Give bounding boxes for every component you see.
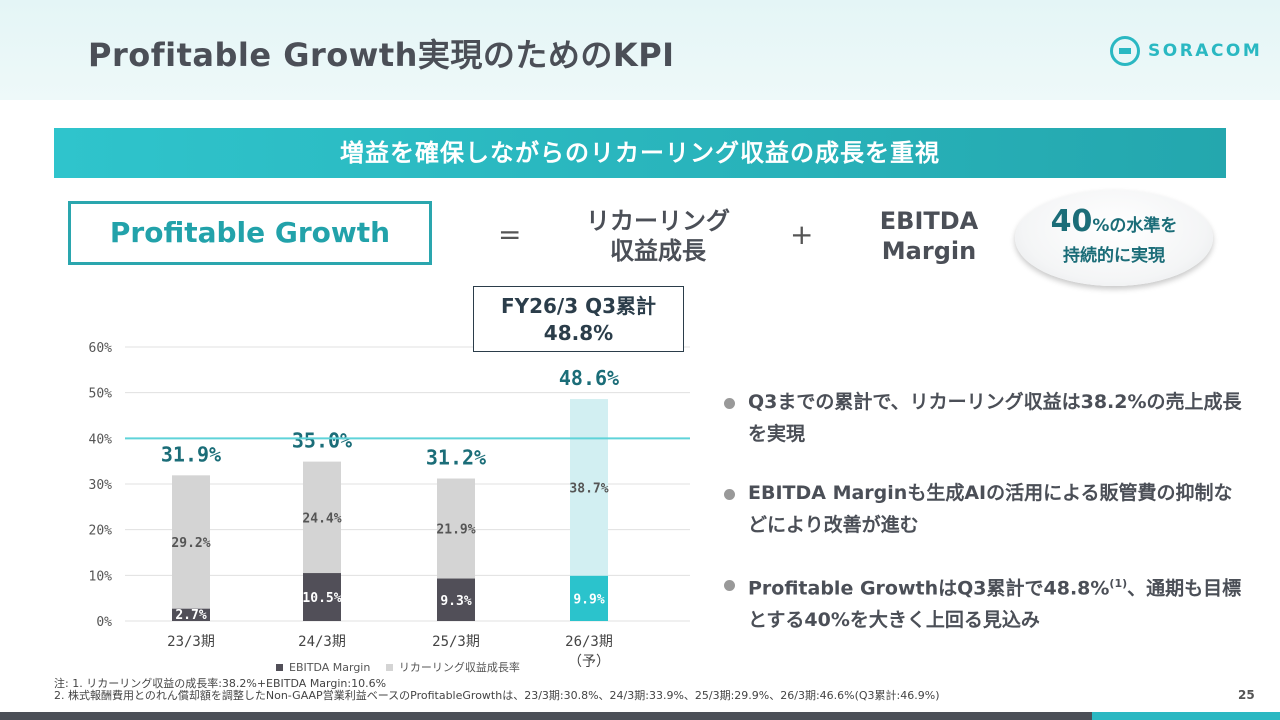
soracom-logo: SORACOM — [1110, 36, 1262, 66]
footnote-1: 注: 1. リカーリング収益の成長率:38.2%+EBITDA Margin:1… — [54, 677, 387, 690]
chart-legend: EBITDA Margin リカーリング収益成長率 — [276, 659, 532, 675]
bar-ebitda — [172, 608, 210, 621]
y-tick-label: 20% — [89, 524, 113, 539]
y-tick-label: 60% — [89, 341, 113, 356]
callout-line2: 48.8% — [543, 321, 614, 345]
plus-sign: + — [790, 218, 814, 251]
x-tick-label: 24/3期 — [298, 634, 346, 650]
legend-recurring: リカーリング収益成長率 — [385, 661, 526, 674]
soracom-logo-icon — [1110, 36, 1140, 66]
data-label-recurring: 21.9% — [436, 523, 475, 538]
footnote-2: 2. 株式報酬費用とのれん償却額を調整したNon-GAAP営業利益ベースのPro… — [54, 689, 940, 702]
bullet-text: Profitable GrowthはQ3累計で48.8% — [748, 577, 1110, 600]
bar-ebitda — [303, 573, 341, 621]
x-tick-sublabel: （予） — [568, 654, 610, 670]
fy-callout-box: FY26/3 Q3累計 48.8% — [473, 286, 684, 352]
page-title: Profitable Growth実現のためのKPI — [88, 36, 675, 74]
total-label: 48.6% — [559, 366, 619, 390]
equals-sign: = — [498, 218, 522, 251]
y-tick-label: 30% — [89, 478, 113, 493]
legend-ebitda: EBITDA Margin — [276, 661, 376, 674]
data-label-ebitda: 2.7% — [175, 608, 206, 623]
bullet-text-after: 、通期も目標とする40%を大きく上回る見込み — [748, 577, 1242, 632]
headline-banner: 増益を確保しながらのリカーリング収益の成長を重視 — [54, 128, 1226, 178]
legend-ebitda-label: EBITDA Margin — [289, 661, 371, 674]
profitable-growth-box: Profitable Growth — [68, 201, 432, 265]
footnotes: 注: 1. リカーリング収益の成長率:38.2%+EBITDA Margin:1… — [54, 678, 940, 702]
legend-recurring-label: リカーリング収益成長率 — [398, 661, 520, 674]
data-label-ebitda: 9.3% — [440, 594, 471, 609]
bullet-list: Q3までの累計で、リカーリング収益は38.2%の売上成長を実現 EBITDA M… — [722, 386, 1242, 663]
footer-bar — [0, 712, 1280, 720]
page-number: 25 — [1238, 688, 1255, 702]
footnote-ref: (1) — [1109, 577, 1128, 590]
bullet-item: Q3までの累計で、リカーリング収益は38.2%の売上成長を実現 — [722, 386, 1242, 450]
stacked-bar-chart: 0% 10% 20% 30% 40% 50% 60% 29.2% 2.7% 31.9% 23/3期 2… — [89, 341, 690, 670]
y-tick-label: 0% — [96, 615, 112, 630]
y-tick-label: 40% — [89, 432, 113, 447]
badge-number: 40 — [1050, 204, 1093, 239]
bar-recurring — [570, 399, 608, 576]
legend-ebitda-swatch — [276, 664, 283, 671]
bar-recurring — [437, 478, 475, 579]
x-tick-label: 26/3期 — [565, 634, 613, 650]
data-label-ebitda: 10.5% — [302, 591, 341, 606]
y-tick-label: 10% — [89, 569, 113, 584]
header-band — [0, 0, 1280, 100]
legend-recurring-swatch — [385, 664, 393, 671]
total-label: 31.9% — [161, 442, 221, 466]
bullet-text: EBITDA Marginも生成AIの活用による販管費の抑制などにより改善が進む — [748, 482, 1233, 536]
data-label-recurring: 24.4% — [302, 511, 341, 526]
term-recurring-line1: リカーリング — [586, 207, 730, 235]
data-label-recurring: 29.2% — [171, 536, 210, 551]
bar-ebitda — [437, 578, 475, 621]
term-recurring-line2: 収益成長 — [610, 237, 706, 265]
badge-line2: 持続的に実現 — [1063, 246, 1165, 266]
bullet-item: Profitable GrowthはQ3累計で48.8%(1)、通期も目標とする… — [722, 568, 1242, 636]
term-recurring-growth: リカーリング 収益成長 — [582, 206, 734, 266]
term-ebitda-margin: EBITDA Margin — [858, 206, 1000, 266]
logo-text: SORACOM — [1148, 41, 1263, 61]
footer-accent — [1092, 712, 1280, 720]
term-ebitda-line2: Margin — [881, 237, 977, 265]
x-tick-label: 25/3期 — [432, 634, 480, 650]
total-label: 31.2% — [426, 446, 486, 470]
badge-line1: %の水準を — [1092, 216, 1178, 236]
total-label: 35.0% — [292, 429, 352, 453]
data-label-ebitda: 9.9% — [573, 592, 604, 607]
bullet-text: Q3までの累計で、リカーリング収益は38.2%の売上成長を実現 — [748, 391, 1242, 445]
bar-recurring — [303, 461, 341, 574]
term-ebitda-line1: EBITDA — [879, 207, 979, 235]
y-tick-label: 50% — [89, 387, 113, 402]
bar-recurring — [172, 475, 210, 609]
callout-line1: FY26/3 Q3累計 — [500, 294, 657, 318]
bullet-item: EBITDA Marginも生成AIの活用による販管費の抑制などにより改善が進む — [722, 477, 1242, 541]
target-badge: 40%の水準を 持続的に実現 — [1015, 190, 1213, 286]
x-tick-label: 23/3期 — [167, 634, 215, 650]
bar-ebitda — [570, 575, 608, 621]
data-label-recurring: 38.7% — [569, 481, 608, 496]
